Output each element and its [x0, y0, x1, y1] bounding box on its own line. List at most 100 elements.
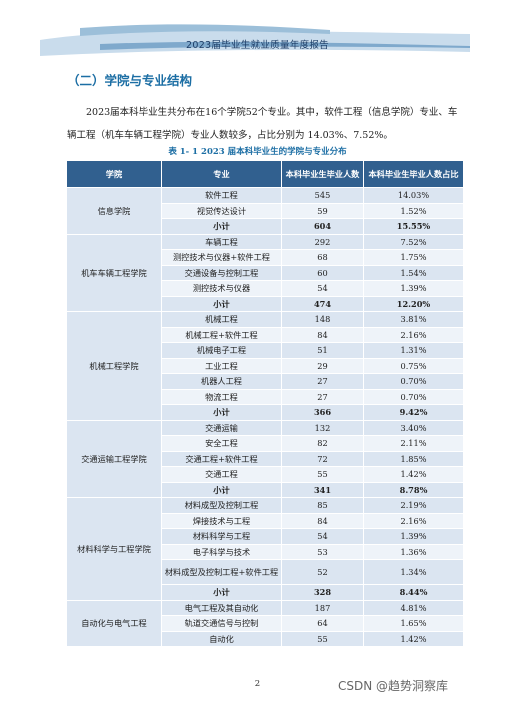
- share-cell: 2.11%: [363, 435, 464, 452]
- count-cell: 60: [281, 264, 364, 281]
- count-cell: 545: [281, 187, 364, 204]
- major-cell: 焊接技术与工程: [161, 512, 282, 529]
- share-cell: 1.36%: [363, 543, 464, 560]
- count-cell: 148: [281, 311, 364, 328]
- major-cell: 视觉传达设计: [161, 202, 282, 219]
- college-cell: 机车车辆工程学院: [66, 233, 162, 312]
- table-row: 信息学院 软件工程 545 14.03%: [66, 187, 464, 235]
- share-cell: 1.65%: [363, 615, 464, 632]
- major-cell: 工业工程: [161, 357, 282, 374]
- count-cell: 132: [281, 419, 364, 436]
- subtotal-label: 小计: [161, 404, 282, 421]
- table-row: 材料科学与工程学院 材料成型及控制工程 85 2.19%: [66, 497, 464, 601]
- page-number: 2: [254, 679, 261, 689]
- intro-text: 2023届本科毕业生共分布在16个学院52个专业。其中，软件工程（信息学院）专业…: [67, 107, 458, 141]
- share-cell: 0.70%: [363, 388, 464, 405]
- share-cell: 3.40%: [363, 419, 464, 436]
- subtotal-share: 15.55%: [363, 218, 464, 235]
- subtotal-share: 12.20%: [363, 295, 464, 312]
- major-cell: 材料科学与工程: [161, 528, 282, 545]
- share-cell: 2.19%: [363, 497, 464, 514]
- subtotal-label: 小计: [161, 584, 282, 601]
- major-cell: 电气工程及其自动化: [161, 599, 282, 616]
- count-cell: 82: [281, 435, 364, 452]
- section-title: （二）学院与专业结构: [67, 73, 193, 88]
- major-cell: 机械工程+软件工程: [161, 326, 282, 343]
- table-row: 物流工程 27 0.70%: [67, 388, 464, 405]
- count-cell: 187: [281, 599, 364, 616]
- subtotal-share: 8.78%: [363, 481, 464, 498]
- table-row: 材料科学与工程 54 1.39%: [67, 528, 464, 545]
- share-cell: 0.70%: [363, 373, 464, 390]
- header-major: 专业: [161, 160, 282, 188]
- table-caption: 表 1- 1 2023 届本科毕业生的学院与专业分布: [168, 147, 347, 157]
- college-major-table: 学院 专业 本科毕业生毕业人数 本科毕业生毕业人数占比 信息学院 软件工程 545 1…: [66, 160, 464, 647]
- share-cell: 1.42%: [363, 466, 464, 483]
- table-row: 机械电子工程 51 1.31%: [67, 342, 464, 359]
- college-cell: 自动化与电气工程: [66, 599, 162, 647]
- subtotal-label: 小计: [161, 481, 282, 498]
- subtotal-count: 366: [281, 404, 364, 421]
- major-cell: 安全工程: [161, 435, 282, 452]
- major-cell: 交通设备与控制工程: [161, 264, 282, 281]
- major-cell: 交通运输: [161, 419, 282, 436]
- subtotal-label: 小计: [161, 218, 282, 235]
- count-cell: 55: [281, 466, 364, 483]
- count-cell: 53: [281, 543, 364, 560]
- count-cell: 85: [281, 497, 364, 514]
- count-cell: 27: [281, 373, 364, 390]
- subtotal-label: 小计: [161, 295, 282, 312]
- table-row: 机械工程+软件工程 84 2.16%: [67, 326, 464, 343]
- college-cell: 机械工程学院: [66, 311, 162, 421]
- share-cell: 1.54%: [363, 264, 464, 281]
- subtotal-share: 8.44%: [363, 584, 464, 601]
- count-cell: 52: [281, 559, 364, 585]
- table-row: 焊接技术与工程 84 2.16%: [67, 512, 464, 529]
- major-cell: 电子科学与技术: [161, 543, 282, 560]
- share-cell: 1.42%: [363, 630, 464, 647]
- count-cell: 51: [281, 342, 364, 359]
- major-cell: 软件工程: [161, 187, 282, 204]
- table-body: 信息学院 软件工程 545 14.03% 视觉传达设计 59 1.52% 小计 604 15.55…: [66, 187, 464, 647]
- subtotal-count: 474: [281, 295, 364, 312]
- count-cell: 27: [281, 388, 364, 405]
- share-cell: 1.52%: [363, 202, 464, 219]
- header-college: 学院: [66, 160, 162, 188]
- share-cell: 2.16%: [363, 326, 464, 343]
- share-cell: 4.81%: [363, 599, 464, 616]
- major-cell: 车辆工程: [161, 233, 282, 250]
- share-cell: 1.39%: [363, 528, 464, 545]
- header-count: 本科毕业生毕业人数: [281, 160, 364, 188]
- count-cell: 84: [281, 326, 364, 343]
- table-row: 自动化与电气工程 电气工程及其自动化 187 4.81%: [66, 599, 464, 647]
- subtotal-share: 9.42%: [363, 404, 464, 421]
- subtotal-count: 341: [281, 481, 364, 498]
- major-cell: 轨道交通信号与控制: [161, 615, 282, 632]
- share-cell: 1.39%: [363, 280, 464, 297]
- college-cell: 信息学院: [66, 187, 162, 235]
- major-cell: 交通工程: [161, 466, 282, 483]
- table-row: 测控技术与仪器+软件工程 68 1.75%: [67, 249, 464, 266]
- college-cell: 交通运输工程学院: [66, 419, 162, 498]
- major-cell: 测控技术与仪器: [161, 280, 282, 297]
- share-cell: 3.81%: [363, 311, 464, 328]
- watermark: CSDN @趋势洞察库: [338, 679, 449, 693]
- major-cell: 机械电子工程: [161, 342, 282, 359]
- header-share: 本科毕业生毕业人数占比: [363, 160, 464, 188]
- major-cell: 机器人工程: [161, 373, 282, 390]
- major-cell: 材料成型及控制工程+软件工程: [161, 559, 282, 585]
- college-cell: 材料科学与工程学院: [66, 497, 162, 601]
- subtotal-count: 328: [281, 584, 364, 601]
- count-cell: 68: [281, 249, 364, 266]
- share-cell: 14.03%: [363, 187, 464, 204]
- table-header-row: 学院 专业 本科毕业生毕业人数 本科毕业生毕业人数占比: [66, 160, 464, 188]
- table-row: 交通运输工程学院 交通运输 132 3.40%: [66, 419, 464, 498]
- page-header: 2023届毕业生就业质量年度报告: [0, 0, 515, 60]
- count-cell: 54: [281, 280, 364, 297]
- share-cell: 1.75%: [363, 249, 464, 266]
- share-cell: 0.75%: [363, 357, 464, 374]
- header-swoosh-graphic: [40, 24, 470, 56]
- intro-paragraph: 2023届本科毕业生共分布在16个学院52个专业。其中，软件工程（信息学院）专业…: [67, 101, 460, 147]
- major-cell: 机械工程: [161, 311, 282, 328]
- major-cell: 交通工程+软件工程: [161, 450, 282, 467]
